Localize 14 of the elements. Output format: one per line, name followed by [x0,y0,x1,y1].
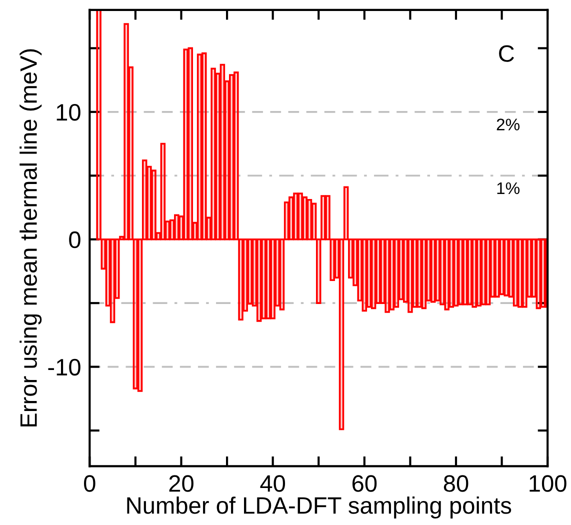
x-axis-title: Number of LDA-DFT sampling points [127,496,512,519]
annotation: 1% [497,182,520,194]
y-tick-label: -10 [48,358,80,376]
annotation: 2% [496,118,520,130]
x-tick-label: 40 [260,475,286,492]
annotation: C [499,45,514,62]
x-tick-label: 60 [352,475,377,492]
y-tick-label: 10 [56,104,80,121]
x-tick-label: 80 [444,475,468,492]
y-tick-label: 0 [69,231,80,248]
x-tick-label: 100 [530,475,566,492]
y-axis-title: Error using mean thermal line (meV) [20,49,42,426]
x-tick-label: 0 [84,475,96,492]
x-tick-label: 20 [169,475,194,492]
